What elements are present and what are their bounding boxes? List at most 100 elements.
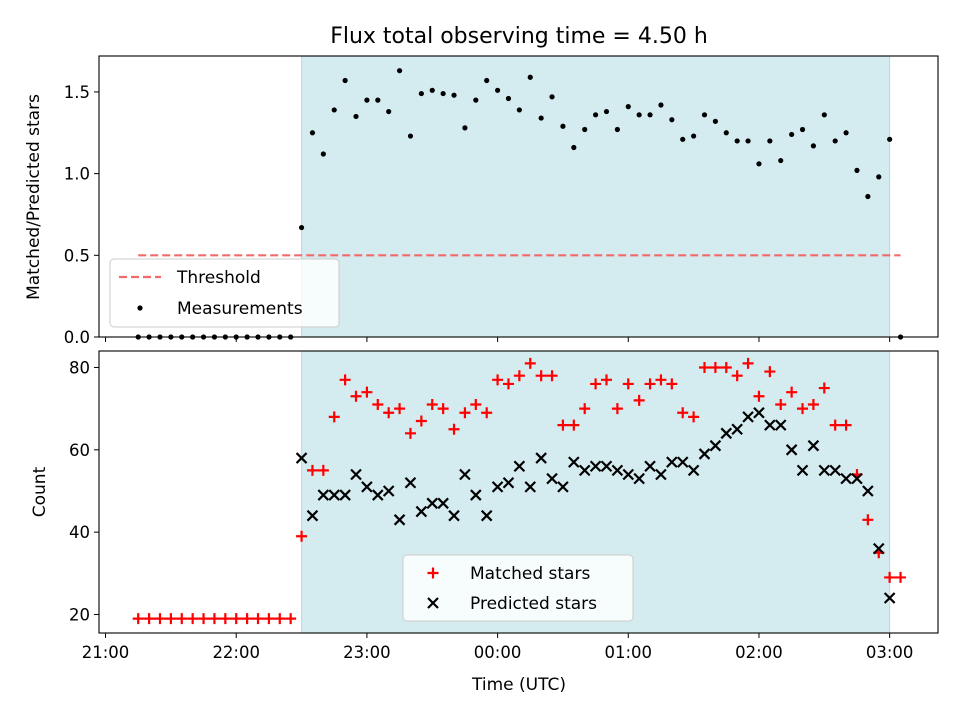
x-tick-label: 03:00 xyxy=(866,643,914,662)
matched-stars-point xyxy=(339,374,351,386)
measurement-point xyxy=(658,102,664,108)
measurement-point xyxy=(429,87,435,93)
predicted-stars-point xyxy=(807,439,820,452)
predicted-stars-point xyxy=(459,468,471,481)
predicted-stars-point xyxy=(437,497,449,510)
matched-stars-point xyxy=(840,419,852,431)
matched-stars-point xyxy=(296,530,308,542)
predicted-stars-point xyxy=(393,514,406,526)
measurement-point xyxy=(821,112,827,118)
x-tick-label: 00:00 xyxy=(474,643,522,662)
predicted-stars-point xyxy=(295,452,308,464)
matched-stars-point xyxy=(829,419,841,431)
matched-stars-point xyxy=(797,403,809,415)
predicted-stars-point xyxy=(720,427,733,440)
matched-stars-point xyxy=(143,613,155,625)
measurement-point xyxy=(865,193,871,200)
matched-stars-point xyxy=(546,370,558,382)
measurement-point xyxy=(342,77,348,84)
matched-stars-point xyxy=(219,613,231,625)
predicted-stars-point xyxy=(361,481,373,493)
matched-stars-point xyxy=(383,407,395,419)
matched-stars-point xyxy=(426,399,438,411)
predicted-stars-point xyxy=(589,460,602,473)
matched-stars-point xyxy=(699,361,711,373)
legend: Threshold Measurements xyxy=(109,258,340,328)
matched-stars-point xyxy=(187,613,199,625)
matched-stars-point xyxy=(579,403,591,415)
matched-stars-point xyxy=(535,370,547,382)
measurement-point xyxy=(386,108,392,115)
measurement-point xyxy=(887,136,893,142)
matched-stars-point xyxy=(263,613,275,625)
matched-stars-point xyxy=(742,357,754,369)
matched-stars-point xyxy=(688,411,700,423)
predicted-stars-point xyxy=(404,476,417,489)
matched-stars-point xyxy=(677,407,689,419)
predicted-stars-point xyxy=(339,489,351,501)
predicted-stars-point xyxy=(818,464,831,477)
measurement-point xyxy=(701,112,708,118)
measurement-point xyxy=(582,126,588,133)
matched-stars-point xyxy=(818,382,830,394)
predicted-stars-point xyxy=(372,489,384,501)
y-tick-label: 1.5 xyxy=(64,83,90,102)
matched-stars-point xyxy=(198,613,210,625)
measurement-point xyxy=(712,118,718,124)
measurement-point xyxy=(527,74,533,80)
matched-stars-point xyxy=(165,613,177,625)
measurement-point xyxy=(320,151,326,157)
measurement-point xyxy=(669,117,675,123)
predicted-stars-point xyxy=(535,452,547,464)
predicted-stars-point xyxy=(524,481,537,493)
matched-stars-point xyxy=(895,571,907,583)
matched-stars-point xyxy=(372,399,384,411)
measurement-point xyxy=(309,130,316,136)
legend-measurements-label: Measurements xyxy=(177,299,303,319)
measurement-point xyxy=(407,133,414,139)
predicted-stars-point xyxy=(546,472,558,485)
legend-box xyxy=(109,258,340,328)
matched-stars-point xyxy=(786,386,798,398)
predicted-stars-point xyxy=(796,464,809,477)
ratio-panel: 0.0 0.5 1.0 1.5 Threshold Measurements xyxy=(64,55,939,347)
matched-stars-point xyxy=(361,386,373,398)
measurement-point xyxy=(876,174,882,180)
predicted-stars-point xyxy=(840,472,852,485)
matched-stars-point xyxy=(437,403,449,415)
measurement-point xyxy=(473,97,479,103)
y-tick-label: 1.0 xyxy=(64,165,90,184)
matched-stars-point xyxy=(720,361,732,373)
matched-stars-point xyxy=(306,464,318,476)
matched-stars-point xyxy=(731,370,743,382)
measurement-point xyxy=(364,97,370,103)
predicted-stars-point xyxy=(774,419,787,431)
predicted-stars-point xyxy=(513,460,526,473)
predicted-stars-point xyxy=(644,460,656,473)
predicted-stars-point xyxy=(502,476,515,489)
predicted-stars-point xyxy=(709,439,722,452)
legend-box xyxy=(402,554,634,622)
x-tick-label: 23:00 xyxy=(343,643,391,662)
legend-measurements-swatch xyxy=(137,305,143,311)
chart-title: Flux total observing time = 4.50 h xyxy=(330,24,708,49)
measurement-point xyxy=(723,130,729,136)
y-tick-label: 0.0 xyxy=(64,328,90,347)
measurement-point xyxy=(484,77,490,84)
predicted-stars-point xyxy=(676,456,689,468)
legend-matched-label: Matched stars xyxy=(470,564,590,584)
predicted-stars-point xyxy=(350,468,362,481)
matched-stars-point xyxy=(285,613,297,625)
matched-stars-point xyxy=(775,399,787,411)
predicted-stars-point xyxy=(448,509,460,522)
measurement-point xyxy=(375,97,381,103)
measurement-point xyxy=(603,108,610,115)
predicted-stars-point xyxy=(306,509,319,522)
count-panel: 20 40 60 80 21:00 22:00 23:00 00:00 01:00 02:00 03… xyxy=(69,350,939,662)
predicted-stars-point xyxy=(731,423,743,435)
measurement-point xyxy=(538,115,544,121)
x-tick-label: 01:00 xyxy=(604,643,652,662)
predicted-stars-point xyxy=(600,460,613,473)
measurement-point xyxy=(810,143,817,149)
